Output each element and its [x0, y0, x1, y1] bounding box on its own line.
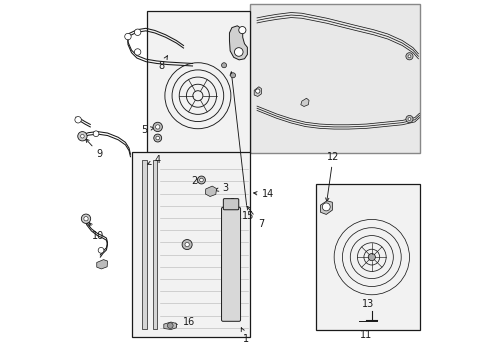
- Bar: [249, 4, 419, 153]
- Circle shape: [405, 53, 412, 60]
- Polygon shape: [147, 12, 249, 232]
- Circle shape: [234, 48, 243, 56]
- Circle shape: [230, 73, 235, 78]
- Text: 2: 2: [191, 176, 201, 186]
- Polygon shape: [163, 322, 176, 329]
- Circle shape: [153, 122, 162, 132]
- Circle shape: [238, 27, 245, 34]
- Text: 6: 6: [228, 198, 234, 248]
- Text: 11: 11: [360, 330, 372, 340]
- Text: 5: 5: [141, 125, 154, 135]
- Polygon shape: [97, 260, 107, 269]
- Circle shape: [155, 125, 160, 129]
- Circle shape: [367, 253, 375, 261]
- Text: 16: 16: [173, 317, 195, 327]
- Circle shape: [407, 118, 410, 121]
- Text: 12: 12: [325, 152, 339, 201]
- Circle shape: [134, 49, 141, 55]
- Polygon shape: [320, 201, 332, 215]
- Circle shape: [93, 131, 99, 136]
- Text: 10: 10: [89, 222, 104, 240]
- Text: 4: 4: [147, 155, 160, 165]
- Circle shape: [407, 55, 410, 58]
- Text: 14: 14: [253, 189, 273, 199]
- Text: 9: 9: [85, 139, 102, 159]
- Circle shape: [197, 176, 205, 184]
- FancyBboxPatch shape: [221, 207, 240, 321]
- Circle shape: [124, 33, 131, 40]
- Circle shape: [221, 63, 226, 68]
- Circle shape: [81, 214, 90, 224]
- Text: 8: 8: [158, 56, 167, 71]
- Circle shape: [167, 323, 173, 328]
- Circle shape: [405, 116, 412, 123]
- Bar: [131, 152, 249, 337]
- Circle shape: [78, 132, 87, 141]
- Polygon shape: [300, 98, 308, 107]
- FancyBboxPatch shape: [223, 199, 238, 210]
- Circle shape: [153, 134, 162, 142]
- Circle shape: [182, 239, 192, 249]
- Bar: [316, 184, 419, 330]
- Polygon shape: [229, 26, 247, 60]
- Polygon shape: [254, 87, 261, 96]
- Text: 15: 15: [229, 72, 253, 221]
- Circle shape: [199, 178, 203, 182]
- Text: 13: 13: [361, 299, 374, 309]
- Polygon shape: [205, 186, 216, 197]
- Circle shape: [255, 89, 260, 93]
- Text: 1: 1: [241, 328, 249, 343]
- Circle shape: [322, 203, 329, 211]
- Bar: [142, 160, 146, 329]
- Circle shape: [184, 242, 189, 247]
- Circle shape: [98, 247, 104, 253]
- Bar: [153, 160, 157, 329]
- Circle shape: [81, 134, 84, 138]
- Circle shape: [83, 217, 88, 221]
- Text: 3: 3: [215, 183, 227, 193]
- Circle shape: [156, 136, 159, 140]
- Circle shape: [75, 117, 81, 123]
- Circle shape: [134, 29, 141, 36]
- Text: 7: 7: [246, 206, 264, 229]
